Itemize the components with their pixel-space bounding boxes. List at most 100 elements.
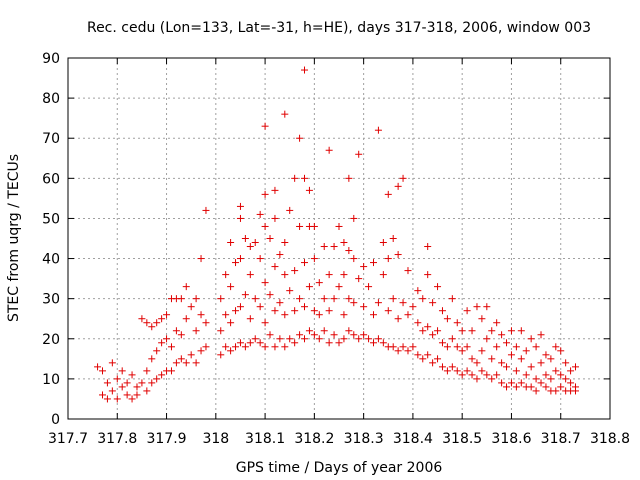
- data-point: [345, 295, 353, 303]
- data-point: [143, 367, 151, 375]
- y-tick-label: 60: [42, 171, 60, 187]
- data-point: [291, 267, 299, 275]
- data-point: [261, 319, 269, 327]
- data-point: [128, 371, 136, 379]
- data-point: [429, 359, 437, 367]
- data-point: [192, 359, 200, 367]
- data-point: [167, 367, 175, 375]
- y-tick-label: 50: [42, 211, 60, 227]
- data-point: [301, 335, 309, 343]
- data-point: [404, 267, 412, 275]
- data-point: [542, 351, 550, 359]
- data-point: [94, 363, 102, 371]
- data-point: [301, 303, 309, 311]
- data-point: [458, 347, 466, 355]
- x-axis-label: GPS time / Days of year 2006: [236, 460, 443, 476]
- data-point: [542, 371, 550, 379]
- data-point: [532, 343, 540, 351]
- data-point: [320, 295, 328, 303]
- data-point: [453, 319, 461, 327]
- data-point: [493, 371, 501, 379]
- data-point: [384, 307, 392, 315]
- data-point: [320, 327, 328, 335]
- data-point: [113, 395, 121, 403]
- data-point: [399, 343, 407, 351]
- data-point: [503, 363, 511, 371]
- data-point: [197, 255, 205, 263]
- x-tick-label: 317.9: [146, 431, 186, 447]
- data-point: [310, 255, 318, 263]
- data-point: [434, 355, 442, 363]
- data-point: [448, 295, 456, 303]
- data-point: [236, 339, 244, 347]
- data-point: [522, 347, 530, 355]
- data-point: [172, 359, 180, 367]
- data-point: [320, 243, 328, 251]
- x-tick-label: 318.6: [491, 431, 531, 447]
- data-point: [517, 379, 525, 387]
- y-tick-label: 30: [42, 292, 60, 308]
- data-point: [310, 331, 318, 339]
- data-point: [340, 335, 348, 343]
- data-point: [365, 283, 373, 291]
- data-point: [261, 343, 269, 351]
- x-tick-label: 318.3: [344, 431, 384, 447]
- data-point: [512, 343, 520, 351]
- data-point: [429, 299, 437, 307]
- data-point: [463, 367, 471, 375]
- data-point: [148, 355, 156, 363]
- data-point: [517, 327, 525, 335]
- data-point: [281, 110, 289, 118]
- data-point: [394, 347, 402, 355]
- data-point: [172, 327, 180, 335]
- data-point: [483, 371, 491, 379]
- chart-title: Rec. cedu (Lon=133, Lat=-31, h=HE), days…: [87, 20, 591, 36]
- data-point: [296, 331, 304, 339]
- data-point: [271, 263, 279, 271]
- data-point: [315, 311, 323, 319]
- data-point: [325, 146, 333, 154]
- data-point: [488, 375, 496, 383]
- data-point: [517, 355, 525, 363]
- data-point: [266, 291, 274, 299]
- data-point: [419, 295, 427, 303]
- data-point: [236, 303, 244, 311]
- data-point: [227, 319, 235, 327]
- data-point: [118, 383, 126, 391]
- data-point: [532, 387, 540, 395]
- data-point: [256, 303, 264, 311]
- data-point: [236, 214, 244, 222]
- data-point: [384, 190, 392, 198]
- data-point: [468, 371, 476, 379]
- data-point: [256, 255, 264, 263]
- data-point: [271, 186, 279, 194]
- data-point: [192, 327, 200, 335]
- data-point: [113, 375, 121, 383]
- data-point: [261, 222, 269, 230]
- x-tick-label: 317.8: [97, 431, 137, 447]
- data-point: [527, 383, 535, 391]
- data-point: [296, 134, 304, 142]
- data-point: [379, 271, 387, 279]
- data-point: [315, 279, 323, 287]
- data-point: [473, 375, 481, 383]
- data-point: [236, 255, 244, 263]
- data-point: [143, 387, 151, 395]
- data-point: [291, 307, 299, 315]
- data-point: [522, 371, 530, 379]
- data-point: [330, 243, 338, 251]
- data-point: [251, 295, 259, 303]
- data-point: [182, 359, 190, 367]
- y-tick-label: 20: [42, 332, 60, 348]
- data-point: [493, 343, 501, 351]
- data-point: [355, 335, 363, 343]
- data-point: [276, 251, 284, 259]
- data-point: [379, 339, 387, 347]
- data-point: [291, 339, 299, 347]
- data-point: [241, 291, 249, 299]
- data-point: [379, 239, 387, 247]
- data-point: [360, 331, 368, 339]
- data-point: [542, 383, 550, 391]
- x-tick-label: 318.7: [541, 431, 581, 447]
- data-point: [424, 351, 432, 359]
